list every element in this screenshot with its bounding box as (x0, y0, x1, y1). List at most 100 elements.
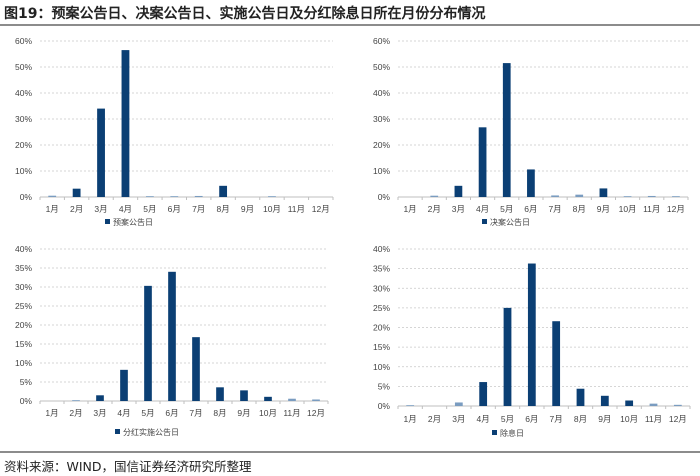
bar (288, 398, 296, 401)
bar (430, 195, 439, 197)
y-tick-label: 0% (20, 396, 33, 406)
bar (219, 185, 228, 197)
bar (625, 400, 634, 406)
bar (312, 399, 320, 401)
y-tick-label: 25% (373, 303, 390, 313)
x-tick-label: 1月 (46, 204, 59, 214)
x-tick-label: 3月 (452, 204, 465, 214)
y-tick-label: 35% (373, 264, 390, 274)
bar (599, 188, 608, 197)
x-tick-label: 11月 (288, 204, 305, 214)
x-tick-label: 11月 (283, 408, 300, 418)
y-tick-label: 10% (15, 166, 32, 176)
bar (502, 63, 511, 197)
bar (576, 388, 585, 406)
bar (145, 196, 154, 197)
bar (672, 196, 680, 197)
bar (120, 369, 128, 401)
x-tick-label: 12月 (669, 414, 687, 424)
chart-implementation-announcement: 0% 5% 10% 15% 20% 25% 30% 35% 40% 1月 2月 3月 4月 5月 6月 7月 8… (15, 244, 329, 437)
x-tick-label: 6月 (525, 414, 538, 424)
bar (527, 169, 535, 197)
y-tick-label: 20% (15, 140, 32, 150)
x-tick-label: 1月 (403, 204, 416, 214)
bar (552, 321, 561, 406)
x-tick-label: 10月 (263, 204, 281, 214)
y-tick-label: 40% (373, 88, 390, 98)
y-tick-label: 5% (378, 381, 391, 391)
bar (96, 395, 104, 401)
x-tick-label: 5月 (143, 204, 156, 214)
x-tick-label: 2月 (428, 204, 441, 214)
bar (649, 403, 658, 406)
bar (194, 195, 203, 197)
legend-label: 除息日 (500, 428, 524, 438)
x-tick-label: 10月 (259, 408, 277, 418)
bar (192, 337, 200, 401)
x-tick-label: 5月 (141, 408, 154, 418)
bar (600, 395, 609, 406)
y-tick-label: 30% (373, 283, 390, 293)
x-tick-label: 3月 (94, 204, 107, 214)
y-tick-label: 50% (373, 62, 390, 72)
y-tick-label: 0% (378, 401, 391, 411)
x-tick-label: 9月 (241, 204, 254, 214)
bar (478, 127, 487, 197)
chart-final-announcement: 0% 10% 20% 30% 40% 50% 60% 1月 2月 3月 4月 5月 6月 7月 8月 9月 10… (373, 36, 689, 227)
bar (144, 285, 152, 401)
x-tick-label: 11月 (645, 414, 662, 424)
y-tick-label: 30% (15, 282, 32, 292)
x-tick-label: 5月 (500, 204, 513, 214)
y-tick-label: 30% (373, 114, 390, 124)
chart-ex-dividend-date: 0% 5% 10% 15% 20% 25% 30% 35% 40% 1月 2月 3月 4月 5月 6月 7月 8… (373, 244, 691, 438)
figure-title: 图19：预案公告日、决案公告日、实施公告日及分红除息日所在月份分布情况 (4, 6, 486, 22)
y-tick-label: 15% (373, 342, 390, 352)
bar (673, 404, 682, 406)
source-note: 资料来源：WIND，国信证券经济研究所整理 (4, 459, 252, 474)
x-tick-label: 6月 (524, 204, 537, 214)
x-tick-label: 1月 (45, 408, 58, 418)
bar (551, 195, 559, 197)
x-tick-label: 4月 (477, 414, 490, 424)
x-tick-label: 9月 (237, 408, 250, 418)
bar (527, 263, 536, 406)
chart-proposal-announcement: 0% 10% 20% 30% 40% 50% 60% 1月 2月 3月 4月 5月 6月 7月 8月 9月 10… (15, 36, 334, 227)
x-tick-label: 10月 (620, 414, 638, 424)
y-tick-label: 0% (378, 192, 391, 202)
x-tick-label: 3月 (452, 414, 465, 424)
legend-label: 预案公告日 (113, 217, 153, 227)
y-tick-label: 40% (15, 244, 32, 254)
x-tick-label: 12月 (667, 204, 685, 214)
bar (97, 108, 105, 197)
x-tick-label: 9月 (598, 414, 611, 424)
y-tick-label: 35% (15, 263, 32, 273)
x-tick-label: 4月 (117, 408, 130, 418)
bar (268, 196, 276, 197)
x-tick-label: 2月 (70, 204, 83, 214)
bar (216, 387, 224, 401)
bar (503, 307, 512, 406)
bar (454, 402, 463, 406)
y-tick-label: 15% (15, 339, 32, 349)
x-tick-label: 12月 (307, 408, 325, 418)
bar (121, 50, 130, 197)
y-tick-label: 20% (15, 320, 32, 330)
x-tick-label: 5月 (501, 414, 514, 424)
x-tick-label: 1月 (404, 414, 417, 424)
x-tick-label: 12月 (312, 204, 330, 214)
y-tick-label: 20% (373, 323, 390, 333)
x-tick-label: 9月 (597, 204, 610, 214)
x-tick-label: 8月 (213, 408, 226, 418)
bar (575, 194, 584, 197)
bar (170, 196, 179, 197)
x-tick-label: 7月 (189, 408, 202, 418)
x-tick-label: 8月 (573, 204, 586, 214)
legend-swatch (492, 430, 497, 435)
y-tick-label: 10% (15, 358, 32, 368)
bar (48, 195, 57, 197)
x-tick-label: 8月 (574, 414, 587, 424)
bar (168, 271, 176, 401)
x-tick-label: 6月 (165, 408, 178, 418)
y-tick-label: 10% (373, 362, 390, 372)
y-tick-label: 5% (20, 377, 33, 387)
